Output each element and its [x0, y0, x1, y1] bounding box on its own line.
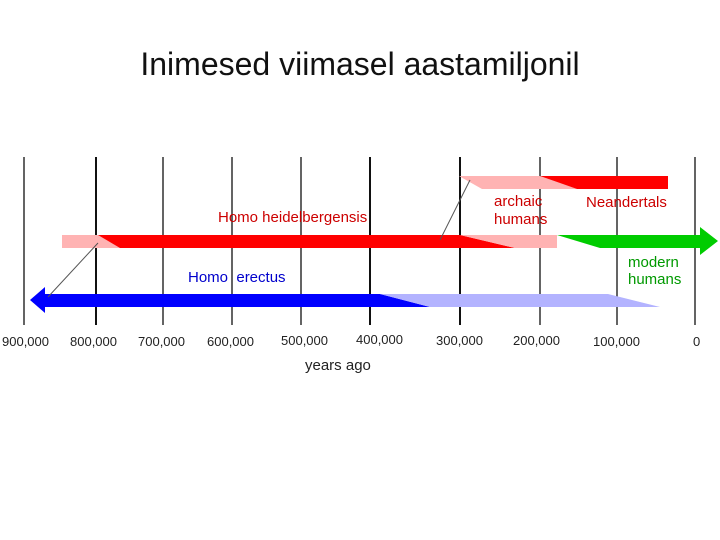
tick-label: 700,000: [138, 334, 185, 349]
tick-label: 300,000: [436, 333, 483, 348]
heidelbergensis-left-cut: [62, 235, 120, 248]
archaic-pink: [459, 176, 577, 189]
modern-humans-green: [557, 227, 718, 255]
tick-label: 100,000: [593, 334, 640, 349]
heidelbergensis-fade-right: [460, 235, 557, 248]
slide-title: Inimesed viimasel aastamiljonil: [140, 46, 580, 82]
label-archaic-line2: humans: [494, 211, 547, 228]
label-archaic-line1: archaic: [494, 193, 543, 210]
connector-heidelbergensis-archaic: [439, 179, 471, 241]
connector-erectus-heidelbergensis: [47, 242, 99, 298]
heidelbergensis-red: [98, 235, 515, 248]
tick-label: 400,000: [356, 332, 403, 347]
label-neandertals: Neandertals: [586, 194, 667, 211]
label-erectus: Homo erectus: [188, 269, 286, 286]
tick-labels: 900,000 800,000 700,000 600,000 500,000 400,0…: [2, 332, 700, 349]
axis-label: years ago: [305, 357, 371, 374]
tick-label: 900,000: [2, 334, 49, 349]
modern-humans-arrow: [557, 227, 718, 255]
archaic-neandertal-bar: [459, 176, 668, 189]
label-modern-line1: modern: [628, 254, 679, 271]
erectus-blue: [30, 287, 430, 313]
tick-label: 0: [693, 334, 700, 349]
tick-label: 800,000: [70, 334, 117, 349]
label-modern-line2: humans: [628, 271, 681, 288]
heidelbergensis-bar: [62, 235, 557, 248]
erectus-arrow: [30, 287, 660, 313]
tick-label: 500,000: [281, 333, 328, 348]
tick-label: 200,000: [513, 333, 560, 348]
tick-label: 600,000: [207, 334, 254, 349]
label-heidelbergensis: Homo heidelbergensis: [218, 209, 367, 226]
erectus-fade: [380, 294, 660, 307]
neandertal-red: [540, 176, 668, 189]
